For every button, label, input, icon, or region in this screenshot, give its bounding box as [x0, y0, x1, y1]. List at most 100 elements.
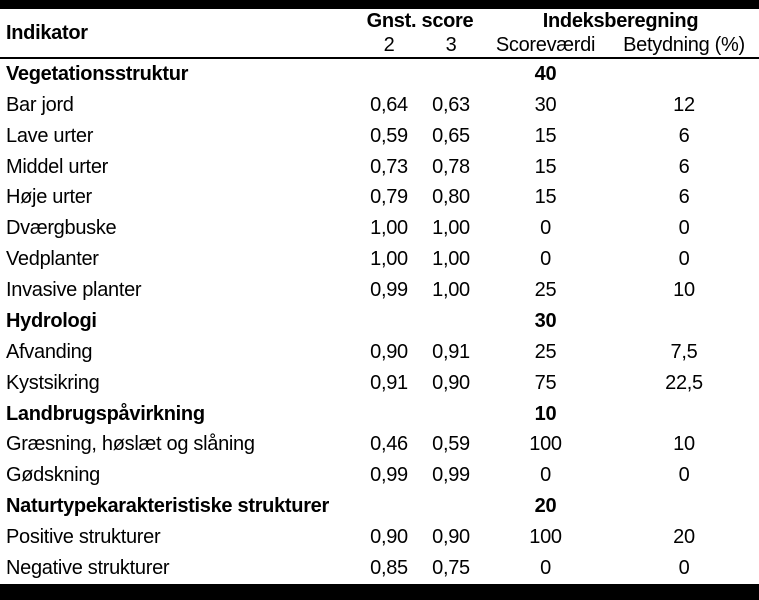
column-header-score-2: 2	[383, 34, 395, 56]
column-group-gnst-score: Gnst. score	[366, 10, 474, 32]
column-group-indeksberegning: Indeksberegning	[542, 10, 699, 32]
score-value-cell: 30	[534, 93, 557, 116]
score-value-cell: 40	[534, 62, 557, 85]
table-row: Dværgbuske 1,00 1,00 0 0	[0, 213, 759, 244]
score3-cell	[420, 491, 482, 522]
weight-cell	[609, 58, 759, 90]
weight-cell: 0	[678, 556, 690, 579]
score2-cell: 0,64	[370, 93, 408, 116]
score2-cell: 1,00	[370, 217, 408, 240]
weight-cell: 12	[673, 93, 695, 116]
category-row: Hydrologi 30	[0, 306, 759, 337]
column-header-betydning: Betydning (%)	[623, 34, 745, 56]
score-value-cell: 15	[534, 155, 557, 178]
indicator-cell: Lave urter	[6, 124, 94, 147]
score3-cell: 0,99	[432, 464, 470, 487]
score2-cell	[358, 306, 420, 337]
score-value-cell: 100	[529, 526, 562, 549]
score-value-cell: 25	[534, 279, 557, 302]
score3-cell: 0,78	[432, 155, 470, 178]
column-header-indikator: Indikator	[6, 21, 88, 44]
score-value-cell: 15	[534, 124, 557, 147]
score-value-cell: 0	[540, 217, 551, 240]
indicator-cell: Middel urter	[6, 155, 108, 178]
score2-cell: 0,99	[370, 279, 408, 302]
score-value-cell: 0	[540, 248, 551, 271]
score3-cell: 1,00	[432, 217, 470, 240]
weight-cell	[609, 491, 759, 522]
score2-cell: 0,91	[370, 371, 408, 394]
table-row: Bar jord 0,64 0,63 30 12	[0, 90, 759, 121]
score2-cell	[358, 399, 420, 430]
weight-cell: 7,5	[670, 340, 698, 363]
score3-cell: 0,75	[432, 556, 470, 579]
score2-cell: 0,59	[370, 124, 408, 147]
score2-cell: 0,90	[370, 340, 408, 363]
score2-cell: 0,90	[370, 526, 408, 549]
weight-cell: 6	[678, 124, 690, 147]
score3-cell: 0,91	[432, 340, 470, 363]
table-row: Afvanding 0,90 0,91 25 7,5	[0, 337, 759, 368]
score2-cell: 1,00	[370, 248, 408, 271]
score2-cell: 0,79	[370, 186, 408, 209]
score3-cell: 0,90	[432, 526, 470, 549]
weight-cell: 0	[678, 248, 690, 271]
indicator-cell: Vedplanter	[6, 248, 99, 271]
weight-cell: 0	[678, 217, 690, 240]
weight-cell	[609, 306, 759, 337]
column-header-scorevaerdi: Scoreværdi	[495, 34, 596, 56]
table-row: Lave urter 0,59 0,65 15 6	[0, 121, 759, 152]
score3-cell: 1,00	[432, 279, 470, 302]
indicator-cell: Hydrologi	[6, 309, 97, 332]
score-value-cell: 10	[534, 402, 557, 425]
score3-cell: 0,63	[432, 93, 470, 116]
score3-cell	[420, 58, 482, 90]
score2-cell: 0,46	[370, 433, 408, 456]
table-row: Kystsikring 0,91 0,90 75 22,5	[0, 368, 759, 399]
indicator-cell: Dværgbuske	[6, 217, 117, 240]
weight-cell: 0	[678, 464, 690, 487]
score3-cell: 0,59	[432, 433, 470, 456]
score-value-cell: 0	[540, 464, 551, 487]
score-value-cell: 30	[534, 309, 557, 332]
table-row: Negative strukturer 0,85 0,75 0 0	[0, 553, 759, 592]
table-row: Vedplanter 1,00 1,00 0 0	[0, 244, 759, 275]
indicator-cell: Afvanding	[6, 340, 93, 363]
score-value-cell: 20	[534, 495, 557, 518]
score3-cell: 0,90	[432, 371, 470, 394]
score-value-cell: 100	[529, 433, 562, 456]
indicator-cell: Negative strukturer	[6, 556, 170, 579]
table-row: Middel urter 0,73 0,78 15 6	[0, 152, 759, 183]
score-value-cell: 25	[534, 340, 557, 363]
weight-cell	[609, 399, 759, 430]
score3-cell	[420, 306, 482, 337]
weight-cell: 22,5	[665, 371, 703, 394]
score-value-cell: 15	[534, 186, 557, 209]
category-row: Vegetationsstruktur 40	[0, 58, 759, 90]
category-row: Landbrugspåvirkning 10	[0, 399, 759, 430]
indicator-cell: Gødskning	[6, 464, 101, 487]
table-row: Græsning, høslæt og slåning 0,46 0,59 10…	[0, 430, 759, 461]
header-group-row: Indikator Gnst. score Indeksberegning	[0, 5, 759, 44]
column-header-score-3: 3	[445, 34, 457, 56]
score-value-cell: 75	[534, 371, 557, 394]
score2-cell: 0,99	[370, 464, 408, 487]
indicator-cell: Vegetationsstruktur	[6, 62, 189, 85]
weight-cell: 6	[678, 186, 690, 209]
table-row: Høje urter 0,79 0,80 15 6	[0, 183, 759, 214]
table-header: Indikator Gnst. score Indeksberegning 2 …	[0, 5, 759, 58]
score3-cell	[420, 399, 482, 430]
score3-cell: 0,80	[432, 186, 470, 209]
weight-cell: 10	[673, 433, 695, 456]
header-sub-row: 2 3 Scoreværdi Betydning (%)	[0, 34, 759, 58]
weight-cell: 20	[673, 526, 695, 549]
indicator-cell: Høje urter	[6, 186, 92, 209]
indicator-cell: Kystsikring	[6, 371, 100, 394]
table-row: Gødskning 0,99 0,99 0 0	[0, 460, 759, 491]
score2-cell: 0,85	[370, 556, 408, 579]
score-value-cell: 0	[540, 556, 551, 579]
indicator-cell: Landbrugspåvirkning	[6, 402, 205, 425]
score3-cell: 1,00	[432, 248, 470, 271]
